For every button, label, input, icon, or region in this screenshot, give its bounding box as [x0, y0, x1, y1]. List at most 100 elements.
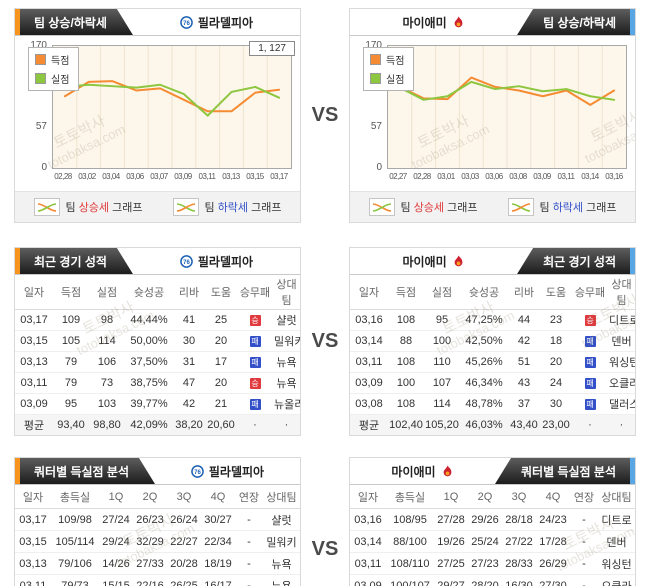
q1: 15/15: [99, 574, 133, 586]
downtrend-cross-icon: [507, 198, 534, 216]
column-header: 득점: [388, 275, 424, 310]
date: 03,16: [350, 309, 388, 331]
q2: 22/16: [133, 574, 167, 586]
legend-item-score: 득점: [370, 52, 404, 67]
chart-legend: 득점 실점: [28, 47, 80, 91]
x-axis-tick: 03,11: [557, 172, 575, 181]
quarter-tab: 쿼터별 득실점 분석: [495, 458, 630, 484]
team-header: 마이애미: [350, 458, 495, 484]
conceded: 114: [89, 330, 125, 352]
date: 03,15: [15, 530, 51, 553]
team-name: 마이애미: [391, 464, 436, 479]
x-axis-tick: 03,08: [509, 172, 527, 181]
loss-badge: 패: [584, 335, 596, 347]
column-header: 1Q: [99, 485, 133, 509]
column-header: 4Q: [536, 485, 570, 509]
vs-label: VS: [311, 104, 339, 126]
x-axis-tick: 03,09: [533, 172, 551, 181]
points: 88: [388, 330, 424, 352]
assists: 23,00: [540, 414, 572, 435]
q3: 28/33: [502, 552, 536, 575]
date: 03,13: [15, 351, 53, 373]
chart-canvas[interactable]: [52, 45, 292, 169]
opponent: 뉴욕: [273, 351, 300, 373]
average-row: 평균 93,40 98,80 42,09% 38,20 20,60 · ·: [15, 414, 300, 435]
uptrend-cross-icon: [33, 198, 60, 216]
q3: 20/28: [167, 552, 201, 575]
x-axis-tick: 03,11: [198, 172, 216, 181]
concede-swatch-icon: [35, 73, 46, 84]
result: 패: [572, 393, 608, 415]
accent-bar: [630, 9, 635, 35]
y-axis-tick: 0: [41, 162, 47, 173]
q2: 32/29: [133, 530, 167, 553]
column-header: 슛성공: [125, 275, 173, 310]
opponent: 샬럿: [273, 309, 300, 331]
q2: 27/33: [133, 552, 167, 575]
column-header: 총득실: [386, 485, 434, 509]
q2: 29/26: [468, 508, 502, 531]
fg-pct: 42,09%: [125, 414, 173, 435]
q3: 26/25: [167, 574, 201, 586]
assists: 24: [540, 372, 572, 394]
x-axis-tick: 03,04: [102, 172, 120, 181]
q4: 16/17: [201, 574, 235, 586]
quarter-header-right: 마이애미 쿼터별 득실점 분석: [350, 458, 635, 485]
philadelphia-logo-icon: 76: [191, 464, 204, 478]
vs-column: VS: [301, 8, 349, 223]
x-axis: 02,27 02,28 03,01 03,03 03,06 03,08 03,09 03,11…: [386, 172, 626, 181]
overtime: -: [570, 530, 598, 553]
rebounds: 38,20: [173, 414, 205, 435]
table-row: 03,14 88 100 42,50% 42 18 패 덴버: [350, 330, 635, 352]
loss-badge: 패: [584, 398, 596, 410]
recent-panel-right: 마이애미 최근 경기 성적 일자 득점 실점 슛성공 리바 도움 승무패 상대팀 03,16 1…: [349, 247, 636, 436]
opponent: 오클라호: [608, 372, 635, 394]
total-points: 105/114: [51, 530, 99, 553]
opponent: 뉴욕: [263, 574, 300, 586]
date: 03,11: [15, 574, 51, 586]
rebounds: 31: [173, 351, 205, 373]
uptrend-legend: 팀 상승세 그래프: [368, 198, 478, 216]
column-header: 일자: [15, 275, 53, 310]
column-header: 연장: [235, 485, 263, 509]
q4: 27/30: [536, 574, 570, 586]
table-header-row: 일자 득점 실점 슛성공 리바 도움 승무패 상대팀: [15, 275, 300, 310]
trend-footer: 팀 상승세 그래프 팀 하락세 그래프: [350, 192, 635, 222]
chart-canvas[interactable]: [387, 45, 627, 169]
x-axis-tick: 03,07: [150, 172, 168, 181]
x-axis-tick: 03,17: [270, 172, 288, 181]
chart-tooltip: 1, 127: [249, 41, 295, 56]
column-header: 슛성공: [460, 275, 508, 310]
date: 03,14: [350, 330, 388, 352]
result: 패: [572, 372, 608, 394]
x-axis-tick: 03,14: [581, 172, 599, 181]
trend-chart-left: 057113170 득점 실점 1, 127 02,2803,0203,0403…: [15, 36, 300, 192]
column-header: 승무패: [237, 275, 273, 310]
points: 100: [388, 372, 424, 394]
overtime: -: [570, 552, 598, 575]
score-swatch-icon: [35, 54, 46, 65]
q3: 28/18: [502, 508, 536, 531]
x-axis-tick: 02,28: [54, 172, 72, 181]
team-header: 76 필라델피아: [155, 458, 300, 484]
recent-panel-left: 최근 경기 성적 76 필라델피아 일자 득점 실점 슛성공 리바 도움 승무패 상대팀 03…: [14, 247, 301, 436]
accent-bar: [630, 248, 635, 274]
opponent: 댈러스: [608, 393, 635, 415]
assists: 20: [540, 351, 572, 373]
fg-pct: 46,03%: [460, 414, 508, 435]
recent-title: 최근 경기 성적: [543, 254, 616, 269]
x-axis-tick: 03,09: [174, 172, 192, 181]
average-row: 평균 102,40 105,20 46,03% 43,40 23,00 · ·: [350, 414, 635, 435]
total-points: 109/98: [51, 508, 99, 531]
accent-bar: [15, 458, 20, 484]
overtime: -: [235, 552, 263, 575]
column-header: 연장: [570, 485, 598, 509]
trend-header-right: 마이애미 팀 상승/하락세: [350, 9, 635, 36]
x-axis: 02,28 03,02 03,04 03,06 03,07 03,09 03,11 03,13…: [51, 172, 291, 181]
x-axis-tick: 02,27: [389, 172, 407, 181]
legend-item-score: 득점: [35, 52, 69, 67]
fg-pct: 38,75%: [125, 372, 173, 394]
